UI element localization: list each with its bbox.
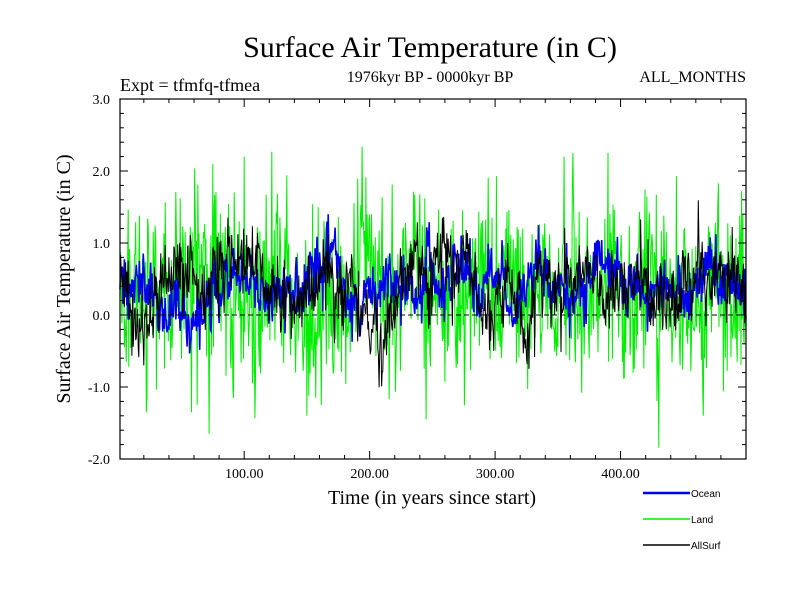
months-label: ALL_MONTHS (639, 69, 746, 86)
x-axis-label: Time (in years since start) (328, 487, 536, 509)
chart-subtitle: 1976kyr BP - 0000kyr BP (347, 69, 514, 86)
legend-label-land: Land (691, 515, 713, 526)
x-tick-label: 400.00 (601, 467, 640, 482)
series-line-allsurf (119, 200, 747, 388)
legend-label-allsurf: AllSurf (691, 541, 721, 552)
axis-ticks: -2.0 -1.0 0.0 1.0 2.0 3.0 100.00 200.00 300.00 40… (88, 93, 746, 482)
legend: Ocean Land AllSurf (643, 489, 721, 552)
plot-series (119, 146, 747, 448)
x-tick-label: 100.00 (225, 467, 264, 482)
y-tick-label: -1.0 (88, 381, 110, 396)
x-tick-label: 300.00 (476, 467, 515, 482)
y-tick-label: -2.0 (88, 453, 110, 468)
chart-title: Surface Air Temperature (in C) (243, 31, 617, 64)
x-tick-label: 200.00 (350, 467, 389, 482)
y-tick-label: 1.0 (93, 237, 111, 252)
series-line-land (119, 146, 747, 448)
y-tick-label: 0.0 (93, 309, 111, 324)
y-tick-label: 2.0 (93, 165, 111, 180)
legend-label-ocean: Ocean (691, 489, 720, 500)
y-tick-label: 3.0 (93, 93, 111, 108)
plot-frame (119, 98, 747, 460)
y-axis-label: Surface Air Temperature (in C) (53, 154, 75, 403)
expt-label: Expt = tfmfq-tfmea (120, 75, 260, 95)
